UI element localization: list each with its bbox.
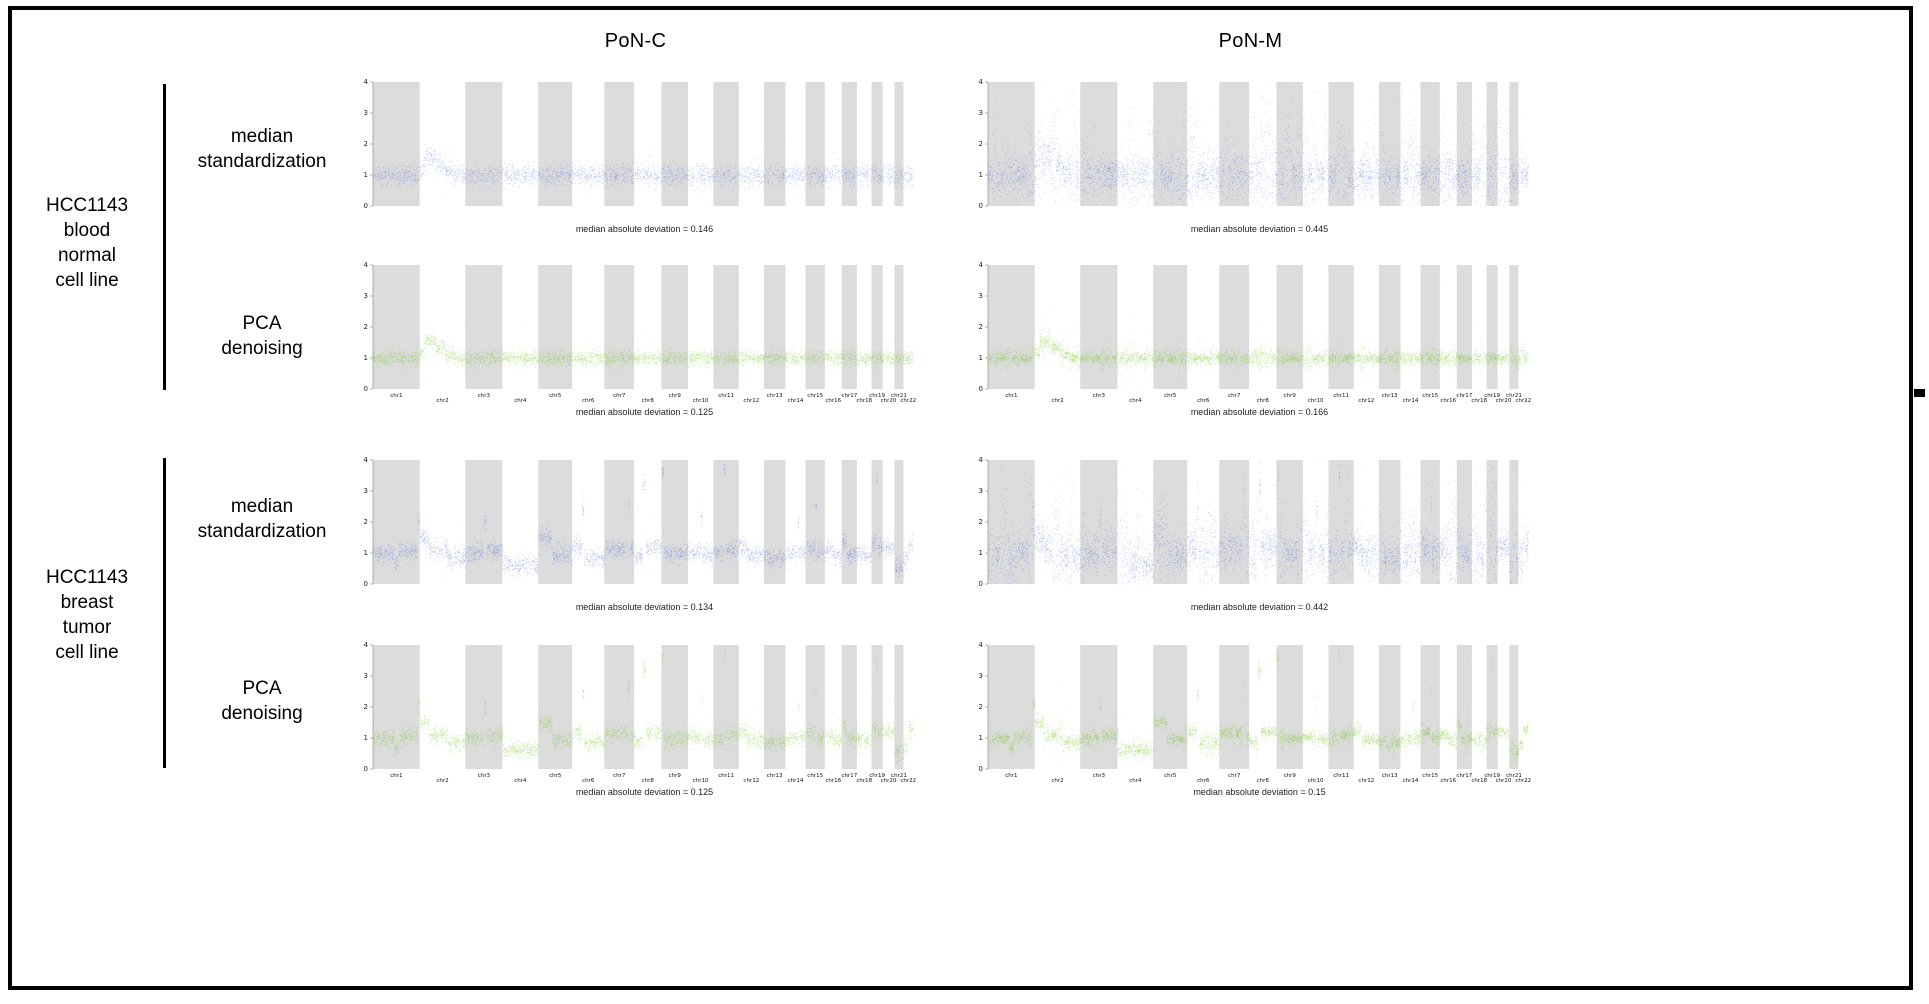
scatter-plot-blood-ponc-median (353, 78, 918, 222)
plot-panel-tumor-ponm-pca: median absolute deviation = 0.15 (968, 641, 1533, 797)
column-header-pon-m: PoN-M (1218, 30, 1283, 52)
mad-label-blood-ponm-median: median absolute deviation = 0.445 (1190, 224, 1329, 234)
row-label-pca-denoising-blood: PCA denoising (221, 313, 303, 359)
scatter-plot-tumor-ponm-pca (968, 641, 1533, 785)
plot-panel-tumor-ponc-pca: median absolute deviation = 0.125 (353, 641, 918, 797)
scatter-plot-blood-ponm-pca (968, 261, 1533, 405)
plot-panel-blood-ponc-median: median absolute deviation = 0.146 (353, 78, 918, 234)
scatter-plot-tumor-ponm-median (968, 456, 1533, 600)
mad-label-blood-ponc-pca: median absolute deviation = 0.125 (575, 407, 714, 417)
scatter-plot-tumor-ponc-median (353, 456, 918, 600)
mad-label-tumor-ponm-pca: median absolute deviation = 0.15 (1193, 787, 1326, 797)
row-label-median-standardization-blood: median standardization (197, 126, 327, 172)
column-header-pon-c: PoN-C (604, 30, 667, 52)
right-edge-mark (1914, 389, 1925, 397)
mad-label-tumor-ponc-pca: median absolute deviation = 0.125 (575, 787, 714, 797)
row-group-bracket-blood (163, 84, 166, 390)
scatter-plot-tumor-ponc-pca (353, 641, 918, 785)
mad-label-tumor-ponm-median: median absolute deviation = 0.442 (1190, 602, 1329, 612)
row-group-label-breast-tumor: HCC1143 breast tumor cell line (45, 567, 129, 663)
plot-panel-blood-ponm-pca: median absolute deviation = 0.166 (968, 261, 1533, 417)
mad-label-blood-ponc-median: median absolute deviation = 0.146 (575, 224, 714, 234)
scatter-plot-blood-ponc-pca (353, 261, 918, 405)
mad-label-tumor-ponc-median: median absolute deviation = 0.134 (575, 602, 714, 612)
plot-panel-blood-ponm-median: median absolute deviation = 0.445 (968, 78, 1533, 234)
plot-panel-tumor-ponm-median: median absolute deviation = 0.442 (968, 456, 1533, 612)
row-group-label-blood-normal: HCC1143 blood normal cell line (45, 195, 129, 291)
row-group-bracket-tumor (163, 458, 166, 768)
plot-panel-tumor-ponc-median: median absolute deviation = 0.134 (353, 456, 918, 612)
row-label-median-standardization-tumor: median standardization (197, 496, 327, 542)
figure-frame (8, 6, 1913, 990)
mad-label-blood-ponm-pca: median absolute deviation = 0.166 (1190, 407, 1329, 417)
row-label-pca-denoising-tumor: PCA denoising (221, 678, 303, 724)
plot-panel-blood-ponc-pca: median absolute deviation = 0.125 (353, 261, 918, 417)
scatter-plot-blood-ponm-median (968, 78, 1533, 222)
